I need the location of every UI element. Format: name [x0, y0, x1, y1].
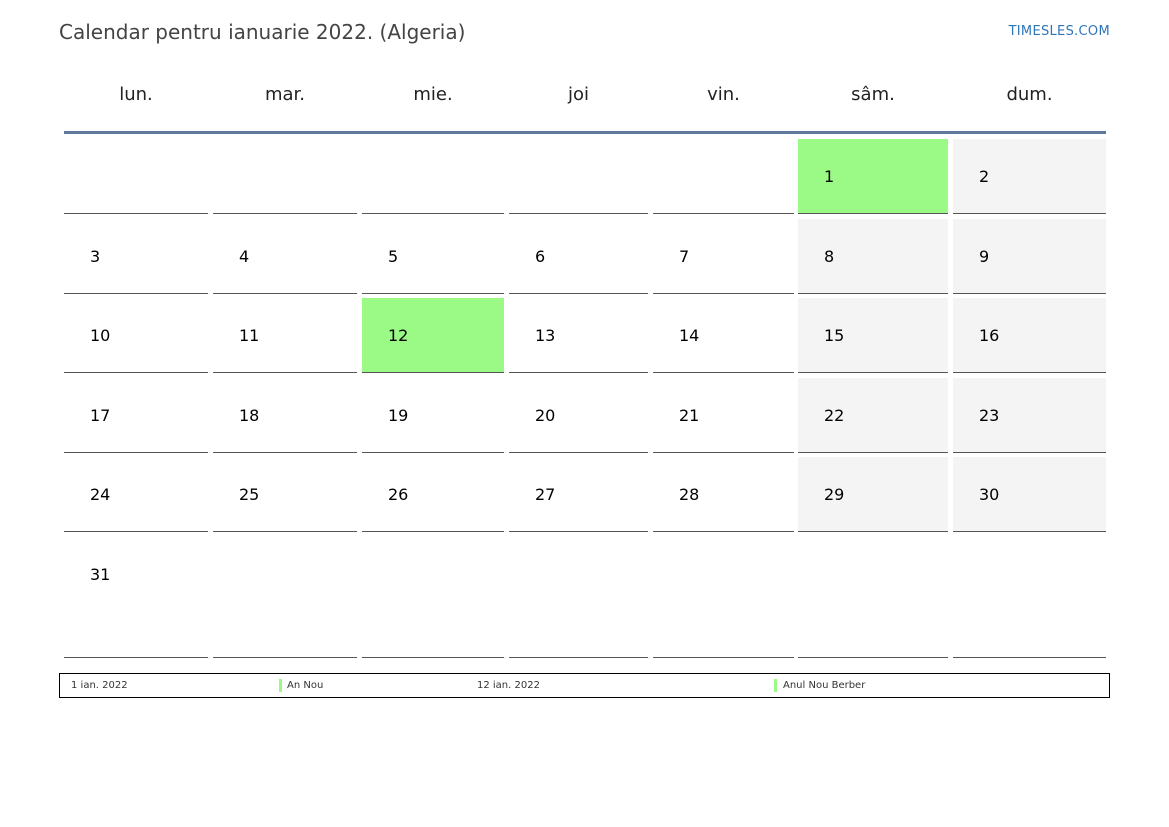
weekday-sat: sâm. [851, 84, 895, 105]
day-cell[interactable]: 28 [653, 457, 794, 532]
day-cell[interactable] [953, 537, 1106, 658]
day-number: 3 [90, 247, 101, 266]
day-number: 24 [90, 485, 111, 504]
day-number: 1 [824, 167, 835, 186]
day-cell[interactable]: 6 [509, 219, 648, 294]
day-number: 30 [979, 485, 1000, 504]
day-number: 25 [239, 485, 260, 504]
day-number: 4 [239, 247, 250, 266]
day-cell[interactable] [509, 139, 648, 214]
legend-marker-2 [774, 679, 777, 692]
day-cell[interactable]: 26 [362, 457, 504, 532]
day-cell[interactable]: 3 [64, 219, 208, 294]
weekday-header: lun. mar. mie. joi vin. sâm. dum. [64, 84, 1106, 114]
day-number: 27 [535, 485, 556, 504]
day-cell[interactable] [64, 139, 208, 214]
day-cell[interactable] [362, 537, 504, 658]
day-cell[interactable] [213, 537, 357, 658]
day-number: 5 [388, 247, 399, 266]
day-cell[interactable]: 10 [64, 298, 208, 373]
day-cell[interactable]: 17 [64, 378, 208, 453]
day-number: 31 [90, 565, 111, 584]
day-number: 23 [979, 406, 1000, 425]
day-number: 11 [239, 326, 260, 345]
legend-holiday-1: An Nou [287, 680, 324, 691]
day-cell[interactable]: 30 [953, 457, 1106, 532]
weekday-tue: mar. [264, 84, 306, 105]
day-number: 8 [824, 247, 835, 266]
day-number: 12 [388, 326, 409, 345]
day-cell[interactable]: 2 [953, 139, 1106, 214]
day-cell[interactable]: 7 [653, 219, 794, 294]
day-cell[interactable]: 31 [64, 537, 208, 658]
day-cell[interactable] [362, 139, 504, 214]
day-cell[interactable]: 18 [213, 378, 357, 453]
day-number: 9 [979, 247, 990, 266]
weekday-wed: mie. [413, 84, 453, 105]
holiday-legend: 1 ian. 2022 An Nou 12 ian. 2022 Anul Nou… [59, 673, 1110, 698]
day-cell[interactable]: 14 [653, 298, 794, 373]
day-cell[interactable]: 19 [362, 378, 504, 453]
day-cell[interactable]: 8 [798, 219, 948, 294]
legend-date-2: 12 ian. 2022 [477, 680, 540, 691]
day-cell[interactable] [653, 537, 794, 658]
day-number: 21 [679, 406, 700, 425]
day-cell[interactable]: 22 [798, 378, 948, 453]
day-cell[interactable]: 20 [509, 378, 648, 453]
day-cell[interactable]: 13 [509, 298, 648, 373]
day-number: 26 [388, 485, 409, 504]
day-number: 18 [239, 406, 260, 425]
legend-date-1: 1 ian. 2022 [71, 680, 128, 691]
weekday-fri: vin. [707, 84, 740, 105]
day-number: 6 [535, 247, 546, 266]
site-link[interactable]: TIMESLES.COM [1008, 24, 1110, 39]
weekday-sun: dum. [1006, 84, 1053, 105]
day-cell[interactable]: 27 [509, 457, 648, 532]
day-number: 7 [679, 247, 690, 266]
day-cell[interactable]: 24 [64, 457, 208, 532]
day-cell[interactable] [213, 139, 357, 214]
day-cell[interactable]: 12 [362, 298, 504, 373]
header-rule [64, 131, 1106, 134]
day-cell[interactable]: 1 [798, 139, 948, 214]
day-cell[interactable] [798, 537, 948, 658]
day-number: 13 [535, 326, 556, 345]
day-number: 19 [388, 406, 409, 425]
day-cell[interactable]: 11 [213, 298, 357, 373]
day-number: 2 [979, 167, 990, 186]
day-cell[interactable]: 25 [213, 457, 357, 532]
day-number: 28 [679, 485, 700, 504]
day-number: 20 [535, 406, 556, 425]
day-cell[interactable] [509, 537, 648, 658]
day-number: 17 [90, 406, 111, 425]
day-number: 14 [679, 326, 700, 345]
day-number: 15 [824, 326, 845, 345]
day-number: 16 [979, 326, 1000, 345]
weekday-mon: lun. [119, 84, 153, 105]
day-cell[interactable]: 21 [653, 378, 794, 453]
day-cell[interactable]: 4 [213, 219, 357, 294]
page-title: Calendar pentru ianuarie 2022. (Algeria) [59, 20, 466, 44]
day-number: 22 [824, 406, 845, 425]
day-cell[interactable]: 15 [798, 298, 948, 373]
day-cell[interactable]: 23 [953, 378, 1106, 453]
weekday-thu: joi [567, 84, 589, 105]
legend-marker-1 [279, 679, 282, 692]
day-cell[interactable]: 29 [798, 457, 948, 532]
day-cell[interactable]: 16 [953, 298, 1106, 373]
day-number: 10 [90, 326, 111, 345]
day-cell[interactable]: 9 [953, 219, 1106, 294]
legend-holiday-2: Anul Nou Berber [783, 680, 866, 691]
day-number: 29 [824, 485, 845, 504]
day-cell[interactable] [653, 139, 794, 214]
day-cell[interactable]: 5 [362, 219, 504, 294]
